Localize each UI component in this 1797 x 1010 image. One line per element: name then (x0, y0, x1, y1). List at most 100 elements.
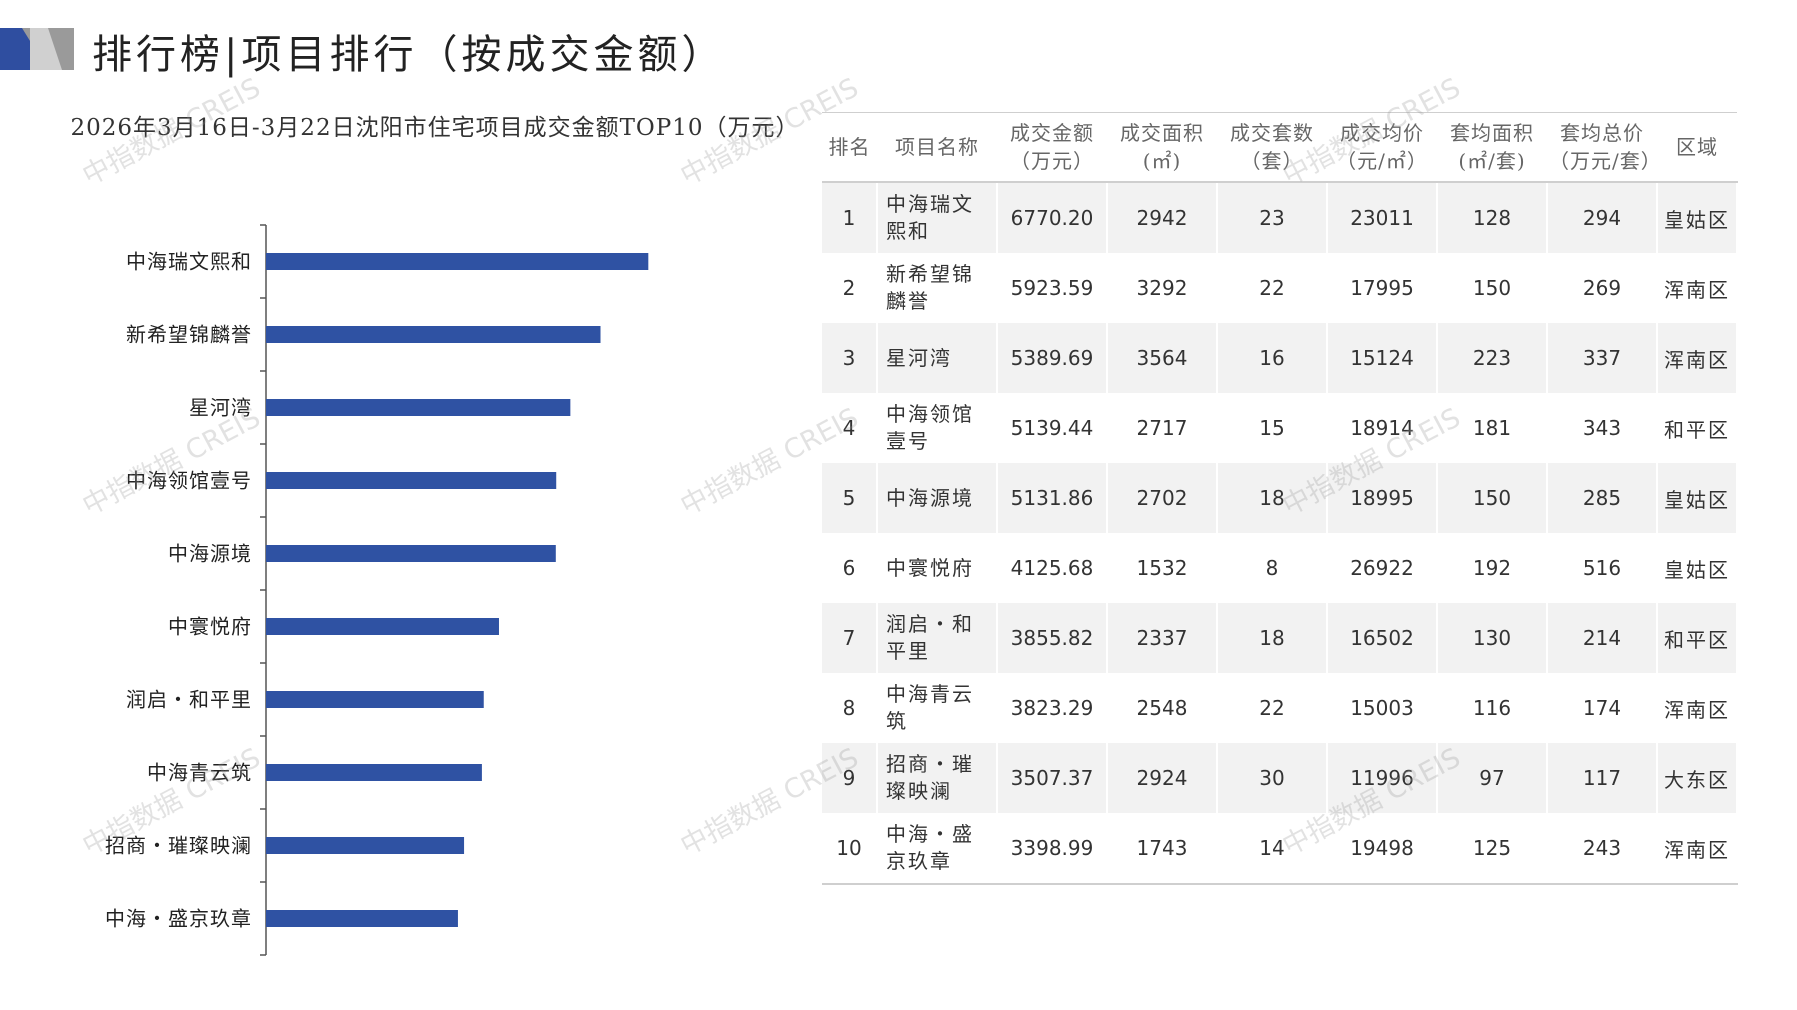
column-header: 成交面积 (㎡) (1107, 112, 1217, 183)
column-header-text: 成交套数 (1230, 121, 1314, 145)
bar (266, 253, 649, 270)
table-cell: 214 (1547, 603, 1658, 673)
table-cell: 4125.68 (997, 533, 1108, 603)
table-cell: 5923.59 (997, 253, 1108, 323)
table-cell: 22 (1217, 253, 1328, 323)
category-label: 中海领馆壹号 (126, 469, 252, 493)
table-row: 8 中海青云筑 3823.29 2548 22 15003 116 174 浑南区 (822, 673, 1738, 743)
table-cell: 269 (1547, 253, 1658, 323)
column-header: 成交金额 （万元） (997, 112, 1107, 183)
table-row: 1 中海瑞文熙和 6770.20 2942 23 23011 128 294 皇姑区 (822, 182, 1738, 253)
column-header: 套均总价 （万元/套） (1547, 112, 1662, 183)
bar (266, 472, 557, 489)
column-header-text: 排名 (828, 135, 871, 159)
table-cell: 130 (1437, 603, 1548, 673)
column-header-text: （万元/套） (1549, 149, 1662, 173)
column-header-text: 项目名称 (895, 135, 979, 159)
page-title: 排行榜|项目排行（按成交金额） (92, 32, 726, 78)
table-cell: 浑南区 (1657, 323, 1738, 393)
bar (266, 910, 458, 927)
table-cell: 7 (822, 603, 878, 673)
table-cell: 润启・和平里 (877, 603, 998, 673)
table-cell: 3292 (1107, 253, 1218, 323)
table-cell: 浑南区 (1657, 253, 1738, 323)
table-cell: 5131.86 (997, 463, 1108, 533)
table-cell: 3 (822, 323, 878, 393)
table-cell: 3564 (1107, 323, 1218, 393)
table-cell: 16502 (1327, 603, 1438, 673)
table-row: 7 润启・和平里 3855.82 2337 18 16502 130 214 和平区 (822, 603, 1738, 673)
table-cell: 337 (1547, 323, 1658, 393)
table-cell: 和平区 (1657, 393, 1738, 463)
category-label: 新希望锦麟誉 (126, 323, 252, 347)
table-cell: 中海源境 (877, 463, 998, 533)
column-header-text: 套均面积 (1450, 121, 1534, 145)
column-header-text: 区域 (1676, 135, 1718, 159)
table-cell: 中海・盛京玖章 (877, 813, 998, 885)
category-label: 中海源境 (168, 542, 252, 566)
table-cell: 新希望锦麟誉 (877, 253, 998, 323)
category-label: 星河湾 (189, 396, 252, 420)
category-label: 中寰悦府 (168, 615, 252, 639)
table-cell: 1532 (1107, 533, 1218, 603)
table-cell: 150 (1437, 253, 1548, 323)
table-cell: 2717 (1107, 393, 1218, 463)
table-cell: 2924 (1107, 743, 1218, 813)
table-cell: 浑南区 (1657, 673, 1738, 743)
column-header-text: (㎡/套) (1458, 149, 1526, 173)
table-cell: 16 (1217, 323, 1328, 393)
table-cell: 117 (1547, 743, 1658, 813)
column-header-text: 成交金额 (1010, 121, 1094, 145)
table-row: 3 星河湾 5389.69 3564 16 15124 223 337 浑南区 (822, 323, 1738, 393)
bar (266, 837, 465, 854)
category-label: 中海青云筑 (147, 761, 252, 785)
table-cell: 6 (822, 533, 878, 603)
table-cell: 5389.69 (997, 323, 1108, 393)
table-cell: 243 (1547, 813, 1658, 885)
table-cell: 1743 (1107, 813, 1218, 885)
table-cell: 116 (1437, 673, 1548, 743)
table-cell: 5139.44 (997, 393, 1108, 463)
table-row: 10 中海・盛京玖章 3398.99 1743 14 19498 125 243 浑南区 (822, 813, 1738, 885)
table-body: 1 中海瑞文熙和 6770.20 2942 23 23011 128 294 皇姑区 2 新希望锦麟… (822, 182, 1738, 885)
table-cell: 18914 (1327, 393, 1438, 463)
table-cell: 18995 (1327, 463, 1438, 533)
table-cell: 皇姑区 (1657, 533, 1738, 603)
table-cell: 中寰悦府 (877, 533, 998, 603)
table-cell: 294 (1547, 182, 1658, 253)
table-cell: 192 (1437, 533, 1548, 603)
table-cell: 174 (1547, 673, 1658, 743)
category-label: 中海・盛京玖章 (105, 907, 252, 931)
table-cell: 19498 (1327, 813, 1438, 885)
table-cell: 26922 (1327, 533, 1438, 603)
table-cell: 2548 (1107, 673, 1218, 743)
table-cell: 128 (1437, 182, 1548, 253)
table-cell: 招商・璀璨映澜 (877, 743, 998, 813)
table-cell: 8 (822, 673, 878, 743)
table-cell: 和平区 (1657, 603, 1738, 673)
table-row: 4 中海领馆壹号 5139.44 2717 15 18914 181 343 和平区 (822, 393, 1738, 463)
table-cell: 5 (822, 463, 878, 533)
table-cell: 3855.82 (997, 603, 1108, 673)
table-cell: 125 (1437, 813, 1548, 885)
table-cell: 97 (1437, 743, 1548, 813)
chart-title: 2026年3月16日-3月22日沈阳市住宅项目成交金额TOP10（万元） (70, 115, 800, 141)
column-header: 成交均价 （元/㎡） (1327, 112, 1437, 183)
table-cell: 30 (1217, 743, 1328, 813)
table-cell: 浑南区 (1657, 813, 1738, 885)
table-cell: 大东区 (1657, 743, 1738, 813)
bar (266, 326, 601, 343)
column-header: 成交套数 （套） (1217, 112, 1327, 183)
table-cell: 285 (1547, 463, 1658, 533)
table-cell: 2337 (1107, 603, 1218, 673)
table-cell: 23 (1217, 182, 1328, 253)
table-row: 6 中寰悦府 4125.68 1532 8 26922 192 516 皇姑区 (822, 533, 1738, 603)
table-cell: 10 (822, 813, 878, 885)
column-header-text: (㎡) (1142, 149, 1182, 173)
table-cell: 中海领馆壹号 (877, 393, 998, 463)
table-cell: 22 (1217, 673, 1328, 743)
category-label: 润启・和平里 (126, 688, 252, 712)
bar (266, 691, 484, 708)
table-cell: 17995 (1327, 253, 1438, 323)
column-header: 套均面积 (㎡/套) (1437, 112, 1547, 183)
